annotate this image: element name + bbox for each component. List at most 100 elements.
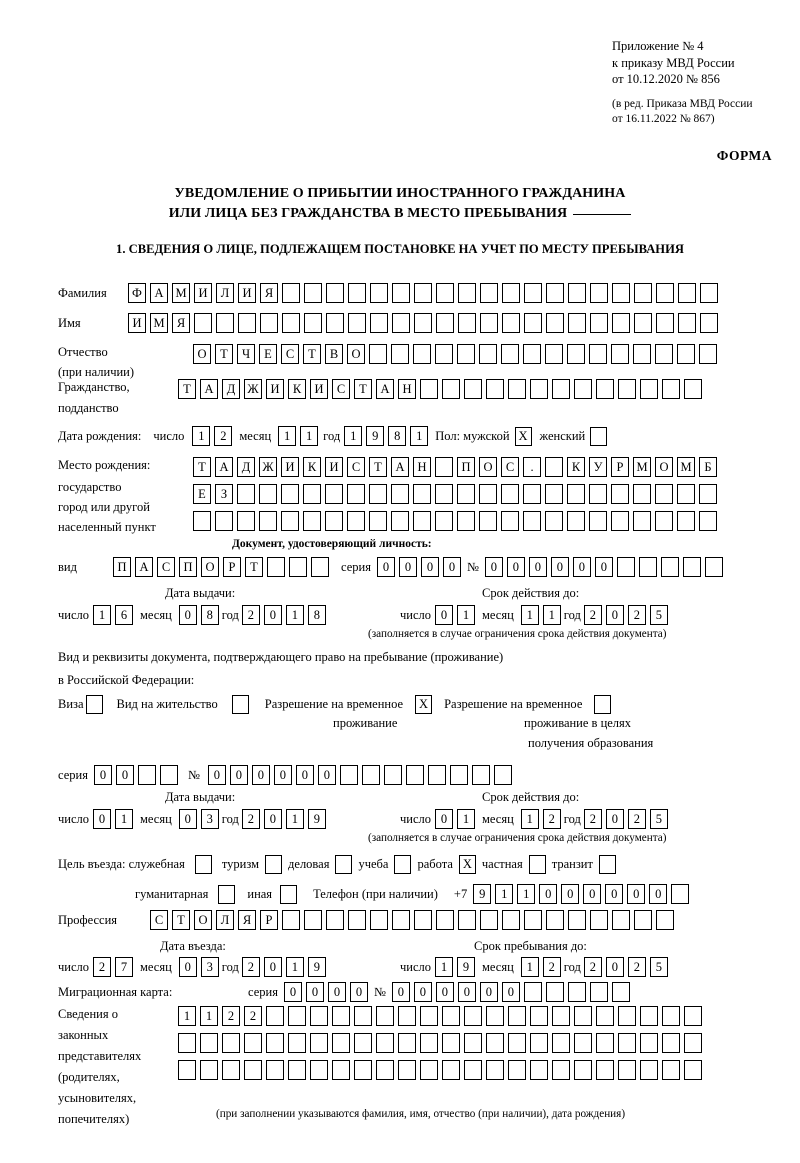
char-cell[interactable]: 0 [649,884,668,904]
char-cell[interactable] [662,1006,680,1026]
char-cell[interactable] [370,283,388,303]
char-cell[interactable] [222,1033,240,1053]
residence-permit-checkbox[interactable] [231,695,249,714]
char-cell[interactable]: 1 [457,605,476,625]
char-cell[interactable] [413,484,431,504]
char-cell[interactable] [545,484,563,504]
char-cell[interactable] [282,910,300,930]
char-cell[interactable] [546,313,564,333]
char-cell[interactable] [524,910,542,930]
char-cell[interactable] [524,283,542,303]
char-cell[interactable]: 0 [435,809,454,829]
char-cell[interactable] [391,511,409,531]
char-cell[interactable] [501,511,519,531]
char-cell[interactable]: 1 [115,809,134,829]
char-cell[interactable] [612,283,630,303]
char-cell[interactable]: К [303,457,321,477]
char-cell[interactable] [574,379,592,399]
char-cell[interactable] [567,511,585,531]
char-cell[interactable]: 8 [200,605,219,625]
char-cell[interactable] [662,1033,680,1053]
char-cell[interactable] [471,765,490,785]
char-cell[interactable]: 1 [410,426,429,446]
char-cell[interactable]: Ж [259,457,277,477]
char-cell[interactable] [266,1033,284,1053]
char-cell[interactable] [436,910,454,930]
char-cell[interactable] [383,765,402,785]
char-cell[interactable]: 1 [542,605,561,625]
char-cell[interactable] [420,1060,438,1080]
char-cell[interactable]: 1 [495,884,514,904]
char-cell[interactable]: С [347,457,365,477]
char-cell[interactable]: Т [303,344,321,364]
char-cell[interactable] [288,1006,306,1026]
char-cell[interactable]: С [332,379,350,399]
char-cell[interactable] [457,344,475,364]
char-cell[interactable] [200,1033,218,1053]
char-cell[interactable]: 0 [506,557,525,577]
char-cell[interactable]: 0 [115,765,134,785]
char-cell[interactable]: 1 [520,809,539,829]
char-cell[interactable] [596,379,614,399]
char-cell[interactable] [700,313,718,333]
char-cell[interactable] [501,484,519,504]
char-cell[interactable]: 0 [398,557,417,577]
char-cell[interactable] [458,283,476,303]
char-cell[interactable]: 1 [517,884,536,904]
visa-checkbox[interactable] [85,695,103,714]
char-cell[interactable]: Ч [237,344,255,364]
char-cell[interactable]: 0 [283,982,302,1002]
char-cell[interactable]: 9 [366,426,385,446]
sex-male-checkbox[interactable]: X [514,426,532,446]
char-cell[interactable] [332,1033,350,1053]
char-cell[interactable]: М [172,283,190,303]
char-cell[interactable]: 8 [388,426,407,446]
char-cell[interactable] [616,557,635,577]
char-cell[interactable] [398,1033,416,1053]
purpose-private-checkbox[interactable] [528,855,546,874]
char-cell[interactable]: 2 [93,957,112,977]
char-cell[interactable]: 2 [627,809,646,829]
char-cell[interactable] [347,484,365,504]
char-cell[interactable] [524,313,542,333]
char-cell[interactable] [370,910,388,930]
char-cell[interactable] [457,484,475,504]
char-cell[interactable]: 1 [93,605,112,625]
char-cell[interactable] [574,1006,592,1026]
char-cell[interactable] [634,313,652,333]
char-cell[interactable] [178,1060,196,1080]
char-cell[interactable] [414,910,432,930]
char-cell[interactable]: Р [223,557,241,577]
char-cell[interactable] [398,1060,416,1080]
char-cell[interactable]: 0 [484,557,503,577]
char-cell[interactable]: 0 [583,884,602,904]
char-cell[interactable] [339,765,358,785]
char-cell[interactable] [282,283,300,303]
char-cell[interactable] [545,457,563,477]
char-cell[interactable] [216,313,234,333]
char-cell[interactable] [678,313,696,333]
char-cell[interactable]: 0 [561,884,580,904]
char-cell[interactable] [464,379,482,399]
char-cell[interactable]: 0 [263,957,282,977]
char-cell[interactable]: . [523,457,541,477]
char-cell[interactable]: 0 [420,557,439,577]
char-cell[interactable]: 1 [285,809,304,829]
char-cell[interactable]: 1 [285,605,304,625]
char-cell[interactable] [436,283,454,303]
char-cell[interactable] [391,484,409,504]
char-cell[interactable]: А [200,379,218,399]
char-cell[interactable]: Т [172,910,190,930]
char-cell[interactable] [574,1060,592,1080]
char-cell[interactable]: 0 [594,557,613,577]
char-cell[interactable]: 2 [542,957,561,977]
char-cell[interactable] [427,765,446,785]
char-cell[interactable] [398,1006,416,1026]
